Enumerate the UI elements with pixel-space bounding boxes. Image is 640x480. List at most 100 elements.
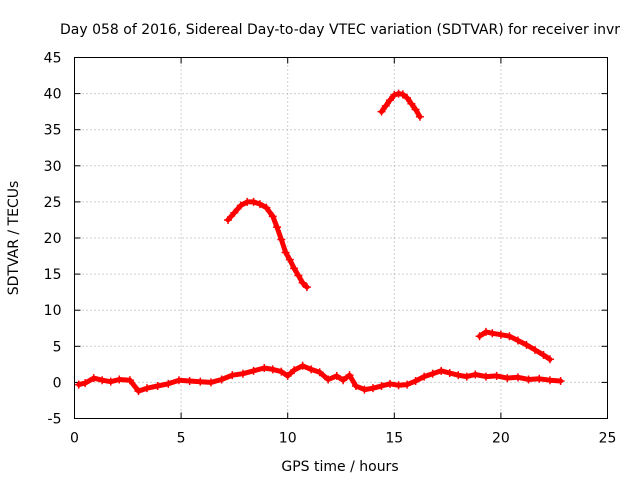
y-tick-label: 40 — [44, 87, 62, 103]
data-point — [281, 248, 290, 257]
y-tick-label: 15 — [44, 267, 62, 283]
data-point — [522, 340, 531, 349]
data-point — [298, 278, 307, 287]
series-trace — [477, 329, 553, 362]
x-axis-label: GPS time / hours — [281, 459, 398, 475]
data-point — [249, 366, 258, 375]
series-arc-morning — [224, 197, 311, 292]
data-point — [89, 374, 98, 383]
data-point — [106, 377, 115, 386]
chart-title: Day 058 of 2016, Sidereal Day-to-day VTE… — [60, 22, 620, 38]
data-point — [381, 101, 390, 110]
data-point — [513, 336, 522, 345]
data-point — [368, 384, 377, 393]
data-point — [496, 330, 505, 339]
y-tick-label: 5 — [53, 339, 62, 355]
data-point — [481, 372, 490, 381]
data-point — [386, 96, 395, 105]
data-point — [545, 355, 554, 364]
data-point — [255, 200, 264, 209]
data-point — [206, 378, 215, 387]
data-point — [503, 374, 512, 383]
data-point — [262, 203, 271, 212]
data-point — [174, 376, 183, 385]
data-point — [153, 382, 162, 391]
data-point — [224, 215, 233, 224]
data-point — [185, 376, 194, 385]
data-point — [115, 375, 124, 384]
data-point — [407, 99, 416, 108]
data-point — [394, 381, 403, 390]
x-tick-label: 0 — [70, 431, 79, 447]
data-point — [285, 255, 294, 264]
data-point — [420, 372, 429, 381]
data-point — [351, 382, 360, 391]
data-point — [377, 107, 386, 116]
y-tick-label: -5 — [48, 412, 62, 428]
data-point — [249, 197, 258, 206]
data-point — [411, 376, 420, 385]
data-point — [260, 363, 269, 372]
y-tick-label: 30 — [44, 159, 62, 175]
data-point — [377, 382, 386, 391]
data-point — [545, 376, 554, 385]
data-point — [217, 375, 226, 384]
data-point — [390, 91, 399, 100]
data-point — [462, 372, 471, 381]
x-tick-label: 20 — [492, 431, 510, 447]
grid-layer — [74, 57, 608, 419]
data-point — [531, 345, 540, 354]
data-point — [324, 375, 333, 384]
data-point — [415, 112, 424, 121]
tick-layer: 0 5 10 15 20 25 -5 0 5 10 15 20 25 30 35 40 45 — [44, 51, 617, 447]
data-point — [307, 365, 316, 374]
data-point — [277, 367, 286, 376]
y-tick-label: 25 — [44, 195, 62, 211]
data-point — [454, 371, 463, 380]
data-point — [277, 235, 286, 244]
data-point — [268, 212, 277, 221]
x-tick-label: 5 — [177, 431, 186, 447]
data-point — [492, 371, 501, 380]
data-point — [513, 373, 522, 382]
y-tick-label: 45 — [44, 51, 62, 67]
data-point — [403, 380, 412, 389]
data-point — [164, 379, 173, 388]
data-point — [290, 366, 299, 375]
data-point — [230, 208, 239, 217]
data-point — [411, 105, 420, 114]
data-point — [142, 384, 151, 393]
data-point — [339, 376, 348, 385]
plot-frame — [74, 57, 608, 419]
data-point — [98, 376, 107, 385]
data-point — [302, 283, 311, 292]
data-point — [345, 371, 354, 380]
y-tick-label: 10 — [44, 303, 62, 319]
x-tick-label: 15 — [385, 431, 403, 447]
data-point — [360, 385, 369, 394]
data-point — [125, 376, 134, 385]
data-point — [268, 365, 277, 374]
y-tick-label: 0 — [53, 375, 62, 391]
data-point — [428, 369, 437, 378]
data-point — [315, 368, 324, 377]
data-point — [283, 371, 292, 380]
y-axis-label: SDTVAR / TECUs — [6, 181, 22, 296]
series-arc-evening — [475, 327, 554, 364]
data-point — [74, 380, 83, 389]
data-point — [488, 329, 497, 338]
data-point — [539, 350, 548, 359]
data-point — [238, 369, 247, 378]
data-point — [273, 223, 282, 232]
data-point — [481, 327, 490, 336]
data-point — [81, 379, 90, 388]
data-point — [228, 371, 237, 380]
data-point — [196, 377, 205, 386]
data-point — [332, 371, 341, 380]
data-point — [437, 366, 446, 375]
data-point — [445, 369, 454, 378]
y-tick-label: 35 — [44, 123, 62, 139]
data-point — [505, 332, 514, 341]
data-point — [524, 375, 533, 384]
